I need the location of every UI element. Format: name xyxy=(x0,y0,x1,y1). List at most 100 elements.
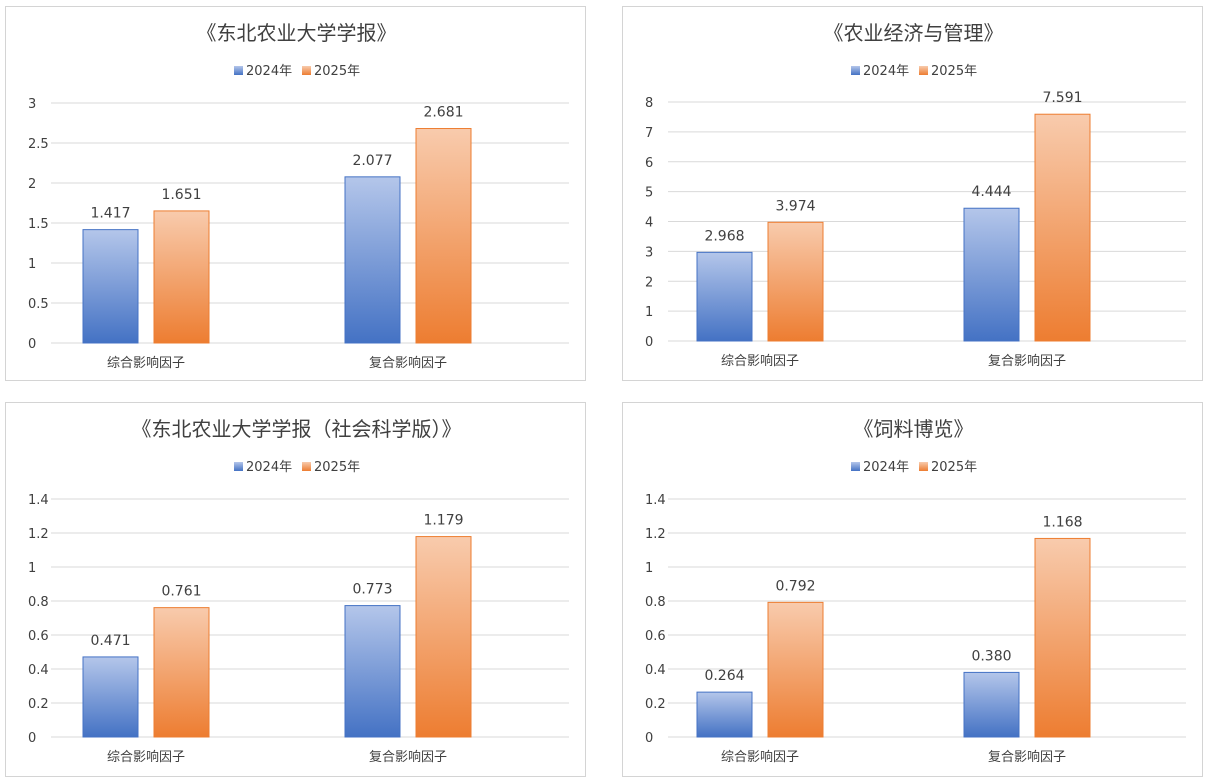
chart-title: 《饲料博览》 xyxy=(854,417,974,441)
legend-swatch-2024 xyxy=(234,66,243,75)
chart-panel-1: 《东北农业大学学报》 2024年 2025年 0 0.5 1 1.5 2 2.5 3 1.417 1.… xyxy=(5,6,586,381)
y-tick-label: 0.6 xyxy=(28,629,49,644)
y-tick-label: 0 xyxy=(28,337,36,352)
chart-legend: 2024年 2025年 xyxy=(234,460,360,475)
legend-swatch-2025 xyxy=(302,462,311,471)
data-label: 1.179 xyxy=(423,513,463,529)
data-label: 0.264 xyxy=(704,668,744,684)
y-tick-label: 1.5 xyxy=(28,217,49,232)
legend-label-2024: 2024年 xyxy=(863,64,909,79)
y-tick-label: 0.4 xyxy=(28,663,49,678)
y-tick-label: 5 xyxy=(645,186,653,201)
legend-label-2025: 2025年 xyxy=(931,64,977,79)
y-tick-label: 6 xyxy=(645,156,653,171)
chart-svg: 《东北农业大学学报（社会科学版）》 2024年 2025年 0 0.2 0.4 0.6 0.8… xyxy=(28,417,569,765)
bar-2025-1 xyxy=(1034,537,1091,738)
bar-2025-0 xyxy=(153,210,210,344)
data-label: 0.792 xyxy=(775,578,815,594)
chart-title: 《农业经济与管理》 xyxy=(824,21,1004,45)
chart-title: 《东北农业大学学报（社会科学版）》 xyxy=(132,417,462,441)
legend-label-2024: 2024年 xyxy=(863,460,909,475)
y-tick-label: 2.5 xyxy=(28,137,49,152)
bar-2024-1 xyxy=(963,207,1020,342)
data-label: 2.968 xyxy=(704,228,744,244)
bar-2024-0 xyxy=(696,691,753,738)
legend-swatch-2025 xyxy=(919,462,928,471)
chart-panel-4: 《饲料博览》 2024年 2025年 0 0.2 0.4 0.6 0.8 1 1.2 1.4 0.26… xyxy=(622,402,1203,777)
bar-2024-1 xyxy=(963,671,1020,738)
bar-2024-0 xyxy=(82,656,139,738)
chart-svg: 《东北农业大学学报》 2024年 2025年 0 0.5 1 1.5 2 2.5 3 1.417 1.… xyxy=(28,21,569,371)
x-category-label: 综合影响因子 xyxy=(721,353,799,369)
legend-swatch-2024 xyxy=(851,462,860,471)
y-tick-label: 1 xyxy=(28,561,36,576)
legend-swatch-2024 xyxy=(234,462,243,471)
legend-label-2025: 2025年 xyxy=(931,460,977,475)
y-tick-label: 0 xyxy=(28,731,36,746)
data-label: 1.651 xyxy=(161,187,201,203)
legend-label-2025: 2025年 xyxy=(314,64,360,79)
chart-svg: 《饲料博览》 2024年 2025年 0 0.2 0.4 0.6 0.8 1 1.2 1.4 0.26… xyxy=(645,417,1186,765)
legend-swatch-2024 xyxy=(851,66,860,75)
y-tick-label: 4 xyxy=(645,216,653,231)
y-tick-label: 0 xyxy=(645,731,653,746)
bar-2025-1 xyxy=(415,128,472,344)
y-tick-label: 0 xyxy=(645,335,653,350)
y-tick-label: 2 xyxy=(645,275,653,290)
chart-legend: 2024年 2025年 xyxy=(851,64,977,79)
bar-2025-1 xyxy=(415,536,472,738)
legend-label-2025: 2025年 xyxy=(314,460,360,475)
data-label: 1.168 xyxy=(1042,514,1082,530)
y-tick-label: 1 xyxy=(645,305,653,320)
y-tick-label: 1.4 xyxy=(645,493,666,508)
legend-swatch-2025 xyxy=(919,66,928,75)
y-tick-label: 3 xyxy=(28,97,36,112)
legend-label-2024: 2024年 xyxy=(246,460,292,475)
x-category-label: 综合影响因子 xyxy=(107,749,185,765)
y-tick-label: 8 xyxy=(645,96,653,111)
y-tick-label: 2 xyxy=(28,177,36,192)
data-label: 4.444 xyxy=(971,184,1011,200)
y-tick-label: 0.4 xyxy=(645,663,666,678)
y-tick-label: 1 xyxy=(645,561,653,576)
data-label: 1.417 xyxy=(90,206,130,222)
bar-2025-1 xyxy=(1034,113,1091,342)
x-category-label: 复合影响因子 xyxy=(369,355,447,371)
chart-svg: 《农业经济与管理》 2024年 2025年 0 1 2 3 4 5 6 7 8 2.968 3.974 综合… xyxy=(645,21,1186,369)
data-label: 0.380 xyxy=(971,648,1011,664)
bar-2025-0 xyxy=(767,601,824,738)
chart-panel-2: 《农业经济与管理》 2024年 2025年 0 1 2 3 4 5 6 7 8 2.968 3.974 综合… xyxy=(622,6,1203,381)
data-label: 2.681 xyxy=(423,105,463,121)
bar-2025-0 xyxy=(153,607,210,738)
y-tick-label: 1.2 xyxy=(28,527,49,542)
y-tick-label: 0.6 xyxy=(645,629,666,644)
y-tick-label: 7 xyxy=(645,126,653,141)
y-tick-label: 1 xyxy=(28,257,36,272)
y-tick-label: 1.2 xyxy=(645,527,666,542)
bar-2025-0 xyxy=(767,221,824,342)
chart-legend: 2024年 2025年 xyxy=(851,460,977,475)
chart-title: 《东北农业大学学报》 xyxy=(197,21,397,45)
x-category-label: 综合影响因子 xyxy=(107,355,185,371)
bar-2024-1 xyxy=(344,176,401,344)
data-label: 0.761 xyxy=(161,584,201,600)
y-tick-label: 0.8 xyxy=(28,595,49,610)
y-tick-label: 0.5 xyxy=(28,297,49,312)
y-tick-label: 0.2 xyxy=(28,697,49,712)
chart-legend: 2024年 2025年 xyxy=(234,64,360,79)
y-tick-label: 3 xyxy=(645,245,653,260)
data-label: 2.077 xyxy=(352,153,392,169)
data-label: 0.471 xyxy=(90,633,130,649)
data-label: 7.591 xyxy=(1042,90,1082,106)
chart-panel-3: 《东北农业大学学报（社会科学版）》 2024年 2025年 0 0.2 0.4 0.6 0.8… xyxy=(5,402,586,777)
x-category-label: 复合影响因子 xyxy=(988,749,1066,765)
data-label: 0.773 xyxy=(352,582,392,598)
legend-swatch-2025 xyxy=(302,66,311,75)
bar-2024-0 xyxy=(82,229,139,344)
y-tick-label: 0.2 xyxy=(645,697,666,712)
data-label: 3.974 xyxy=(775,198,815,214)
y-tick-label: 0.8 xyxy=(645,595,666,610)
x-category-label: 综合影响因子 xyxy=(721,749,799,765)
bar-2024-1 xyxy=(344,605,401,738)
y-tick-label: 1.4 xyxy=(28,493,49,508)
